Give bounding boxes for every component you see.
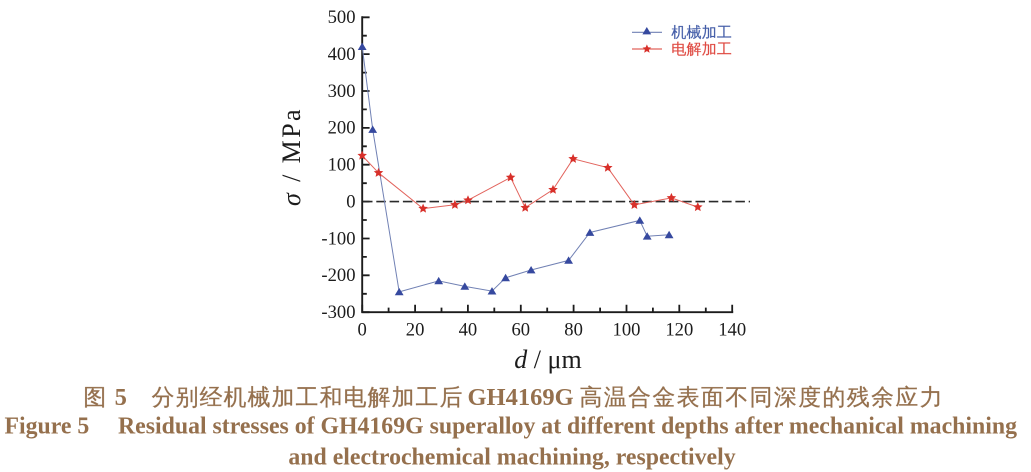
svg-text:60: 60 [512,320,531,341]
svg-text:40: 40 [459,320,478,341]
svg-text:400: 400 [328,44,356,65]
svg-text:100: 100 [613,320,641,341]
svg-text:0: 0 [358,320,367,341]
svg-text:200: 200 [328,118,356,139]
svg-text:-300: -300 [321,302,355,323]
svg-text:Figure 5: Figure 5 [5,413,90,439]
svg-text:-200: -200 [321,265,355,286]
svg-text:-100: -100 [321,228,355,249]
svg-text:d / μm: d / μm [514,345,581,374]
svg-text:500: 500 [328,7,356,28]
svg-text:GH4169G: GH4169G [468,384,574,411]
svg-text:140: 140 [718,320,746,341]
svg-text:300: 300 [328,81,356,102]
svg-text:120: 120 [665,320,693,341]
svg-text:and electrochemical machining,: and electrochemical machining, respectiv… [288,444,735,470]
svg-text:0: 0 [346,191,355,212]
svg-text:20: 20 [406,320,425,341]
svg-text:Residual stresses of GH4169G s: Residual stresses of GH4169G superalloy … [118,413,1017,439]
svg-text:100: 100 [328,155,356,176]
svg-text:5: 5 [115,384,127,411]
svg-text:80: 80 [564,320,583,341]
svg-text:σ / MPa: σ / MPa [277,107,306,206]
